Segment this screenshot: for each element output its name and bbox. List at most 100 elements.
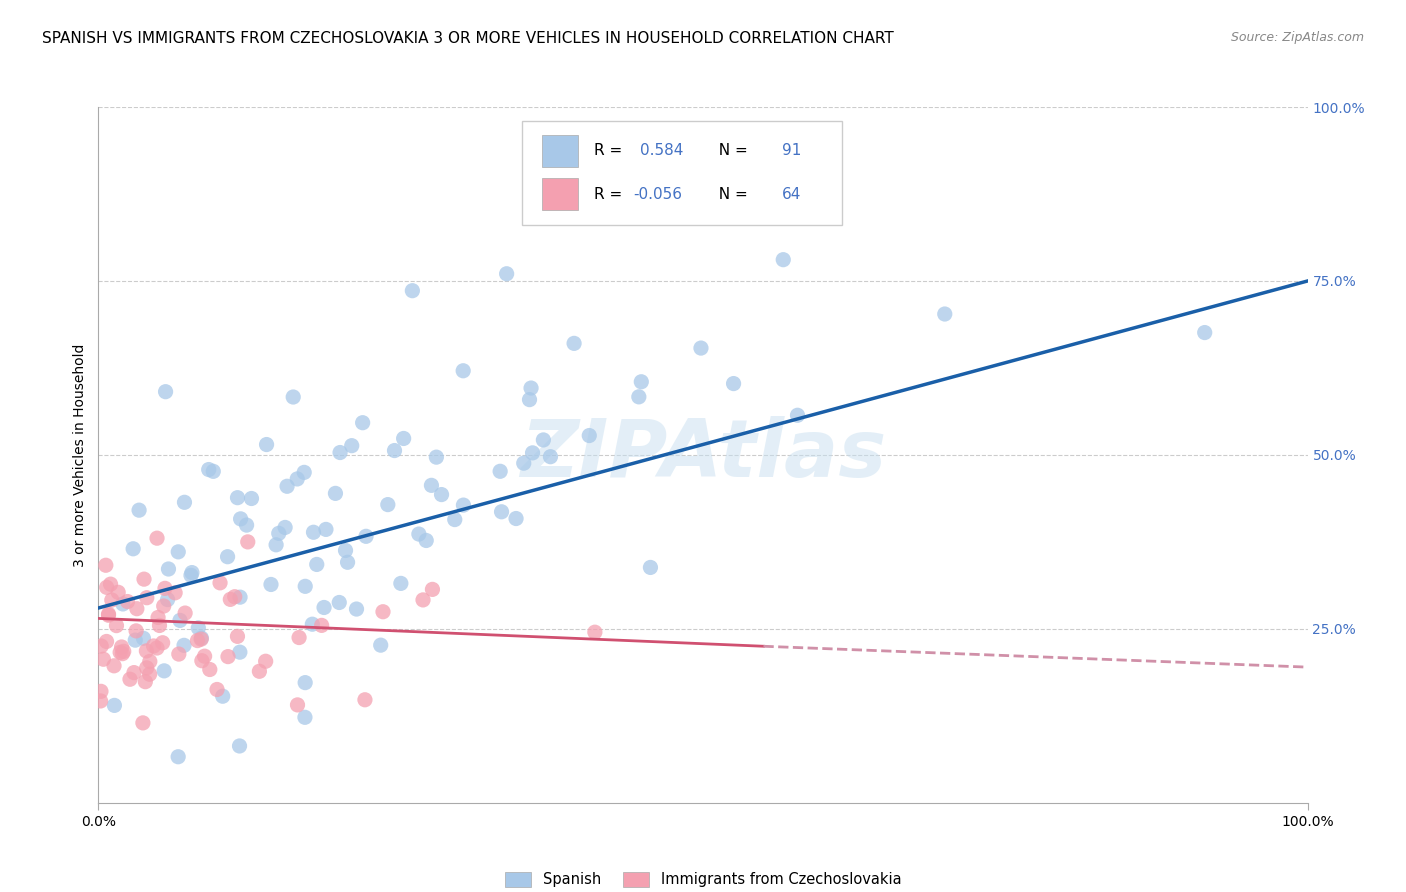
Point xyxy=(152,599,174,613)
Point xyxy=(187,621,209,635)
Point xyxy=(420,478,443,492)
Point xyxy=(335,543,357,558)
Point xyxy=(174,606,197,620)
Point xyxy=(125,624,148,638)
Point xyxy=(190,631,212,645)
Point xyxy=(328,595,350,609)
Point xyxy=(377,498,399,512)
Point xyxy=(90,639,112,653)
Point xyxy=(412,593,434,607)
Point xyxy=(430,487,453,501)
Point xyxy=(408,527,430,541)
Point xyxy=(167,749,190,764)
Point xyxy=(198,663,221,677)
Point xyxy=(352,416,374,430)
Point xyxy=(194,649,217,664)
Point xyxy=(422,582,444,597)
Point xyxy=(132,715,155,730)
Point xyxy=(392,432,415,446)
Point xyxy=(236,535,259,549)
Point xyxy=(122,665,145,680)
Point xyxy=(156,592,179,607)
Point xyxy=(583,625,606,640)
Point xyxy=(370,638,392,652)
Point xyxy=(217,549,239,564)
Point xyxy=(153,582,176,596)
Point xyxy=(135,644,157,658)
Point xyxy=(100,577,122,591)
Point xyxy=(135,591,157,605)
Point xyxy=(531,433,554,447)
Point xyxy=(169,614,191,628)
Point xyxy=(934,307,956,321)
Point xyxy=(267,526,290,541)
Point xyxy=(124,633,146,648)
Text: 64: 64 xyxy=(782,186,801,202)
Point xyxy=(371,605,394,619)
Point xyxy=(173,495,195,509)
Point xyxy=(219,592,242,607)
Point xyxy=(346,602,368,616)
Point xyxy=(260,577,283,591)
FancyBboxPatch shape xyxy=(522,121,842,226)
Point xyxy=(217,649,239,664)
Point xyxy=(117,594,139,608)
Point xyxy=(292,466,315,480)
Point xyxy=(97,608,120,623)
Point xyxy=(627,390,650,404)
Point xyxy=(772,252,794,267)
Point xyxy=(197,462,219,476)
Point xyxy=(165,586,187,600)
Point xyxy=(155,384,177,399)
Point xyxy=(305,558,328,572)
Point xyxy=(118,672,141,686)
Point xyxy=(329,445,352,459)
Point xyxy=(142,639,165,653)
Point xyxy=(224,590,246,604)
Point xyxy=(101,593,124,607)
Point xyxy=(640,560,662,574)
Point xyxy=(401,284,423,298)
Point xyxy=(112,644,135,658)
Point xyxy=(90,694,112,708)
Point xyxy=(495,267,517,281)
Point xyxy=(505,511,527,525)
Point xyxy=(578,428,600,442)
Point xyxy=(522,446,544,460)
Point xyxy=(90,684,112,698)
Point xyxy=(96,634,118,648)
Point xyxy=(132,632,155,646)
Text: 91: 91 xyxy=(782,144,801,159)
Point xyxy=(256,437,278,451)
Point xyxy=(336,555,359,569)
Point xyxy=(167,545,190,559)
Point xyxy=(125,601,148,615)
Point xyxy=(630,375,652,389)
Point xyxy=(111,597,134,611)
Point xyxy=(122,541,145,556)
Point xyxy=(138,667,160,681)
Point xyxy=(453,498,475,512)
Point xyxy=(354,692,377,706)
Point xyxy=(240,491,263,506)
Point xyxy=(489,464,512,478)
Point xyxy=(443,512,465,526)
Point xyxy=(108,645,131,659)
Point xyxy=(690,341,713,355)
Point xyxy=(491,505,513,519)
Point xyxy=(302,525,325,540)
Text: R =: R = xyxy=(595,186,627,202)
Point xyxy=(723,376,745,391)
Point xyxy=(229,645,252,659)
Point xyxy=(111,647,134,661)
Point xyxy=(786,409,808,423)
Point xyxy=(235,518,257,533)
Point xyxy=(202,464,225,478)
Point xyxy=(93,652,115,666)
Point xyxy=(519,392,541,407)
Point xyxy=(226,491,249,505)
Legend: Spanish, Immigrants from Czechoslovakia: Spanish, Immigrants from Czechoslovakia xyxy=(499,866,907,892)
Point xyxy=(325,486,347,500)
Point xyxy=(294,579,316,593)
Text: ZIPAtlas: ZIPAtlas xyxy=(520,416,886,494)
